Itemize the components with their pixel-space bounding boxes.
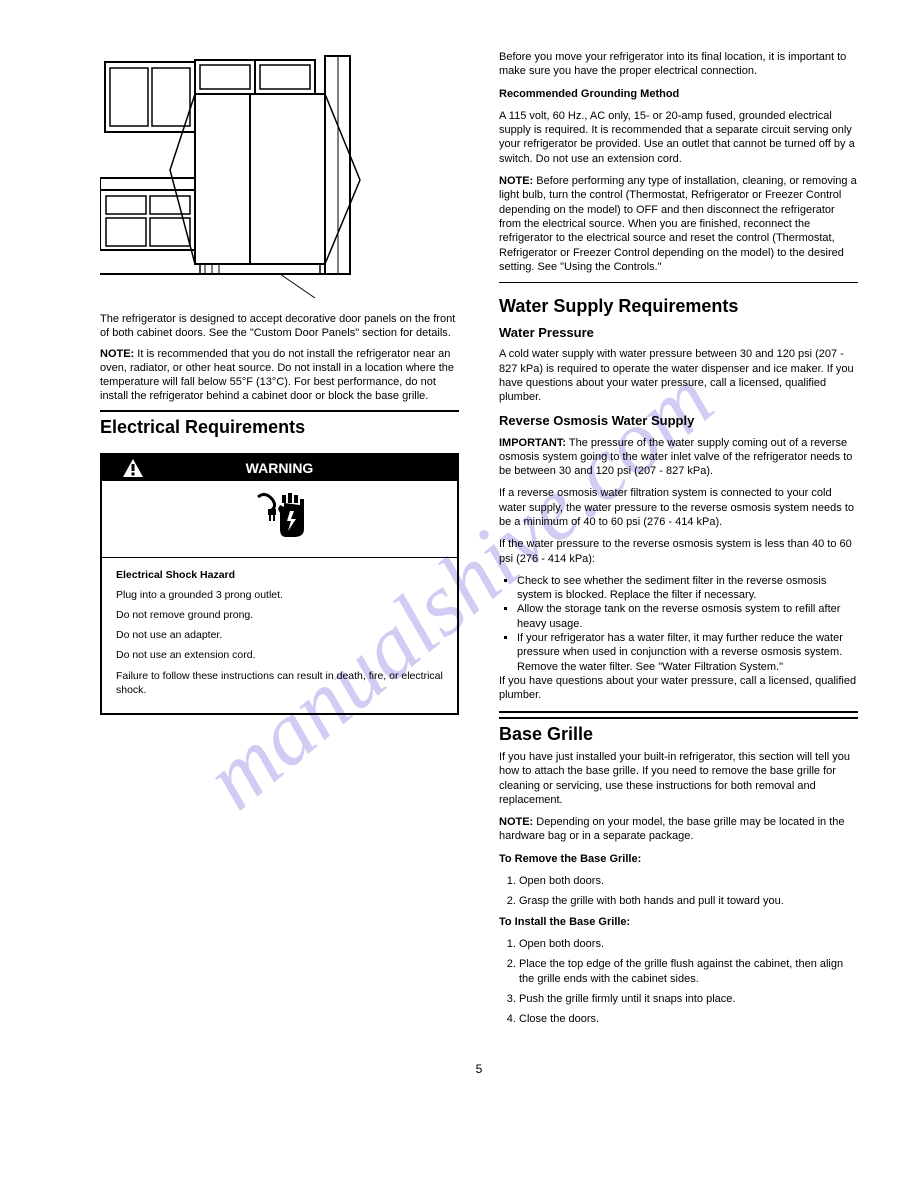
water-li3: If your refrigerator has a water filter,… xyxy=(517,631,858,674)
control-note: NOTE: Before performing any type of inst… xyxy=(499,174,858,274)
water-p1: A cold water supply with water pressure … xyxy=(499,347,858,404)
install-step-3: Push the grille firmly until it snaps in… xyxy=(519,992,858,1006)
control-note-text: Before performing any type of installati… xyxy=(499,175,857,273)
grounding-method-label: Recommended Grounding Method xyxy=(499,87,858,101)
warning-line-2: Do not remove ground prong. xyxy=(116,608,443,622)
warning-box: WARNING xyxy=(100,453,459,715)
install-step-4: Close the doors. xyxy=(519,1012,858,1026)
warning-header: WARNING xyxy=(102,455,457,481)
water-p4: If you have questions about your water p… xyxy=(499,674,858,703)
two-column-content: The refrigerator is designed to accept d… xyxy=(100,50,858,1032)
important-label: IMPORTANT: xyxy=(499,437,566,449)
warning-body: Electrical Shock Hazard Plug into a grou… xyxy=(102,558,457,713)
note-text: It is recommended that you do not instal… xyxy=(100,348,454,403)
water-p3: If the water pressure to the reverse osm… xyxy=(499,537,858,566)
install-step-2: Place the top edge of the grille flush a… xyxy=(519,957,858,986)
remove-steps: Open both doors. Grasp the grille with b… xyxy=(499,874,858,909)
shock-hazard-title: Electrical Shock Hazard xyxy=(116,568,443,582)
section-divider xyxy=(100,410,459,412)
base-p1: If you have just installed your built-in… xyxy=(499,750,858,807)
note-label: NOTE: xyxy=(100,348,134,360)
shock-icon-row xyxy=(102,481,457,557)
water-list: Check to see whether the sediment filter… xyxy=(499,574,858,674)
kitchen-figure xyxy=(100,50,459,300)
water-title: Water Supply Requirements xyxy=(499,295,858,318)
install-step-1: Open both doors. xyxy=(519,937,858,951)
note-label: NOTE: xyxy=(499,175,533,187)
reverse-osmosis-sub: Reverse Osmosis Water Supply xyxy=(499,413,858,430)
panel-dimensions-note: The refrigerator is designed to accept d… xyxy=(100,312,459,341)
water-li2: Allow the storage tank on the reverse os… xyxy=(517,602,858,631)
install-steps: Open both doors. Place the top edge of t… xyxy=(499,937,858,1026)
section-divider xyxy=(499,711,858,713)
grounding-method-text: A 115 volt, 60 Hz., AC only, 15- or 20-a… xyxy=(499,109,858,166)
base-grille-title: Base Grille xyxy=(499,723,858,746)
section-divider xyxy=(499,282,858,283)
water-li1: Check to see whether the sediment filter… xyxy=(517,574,858,603)
warning-line-3: Do not use an adapter. xyxy=(116,628,443,642)
location-note: NOTE: It is recommended that you do not … xyxy=(100,347,459,404)
warning-line-5: Failure to follow these instructions can… xyxy=(116,669,443,697)
water-p2: If a reverse osmosis water filtration sy… xyxy=(499,486,858,529)
warning-triangle-icon xyxy=(122,458,144,478)
page-number: 5 xyxy=(100,1032,858,1076)
warning-line-4: Do not use an extension cord. xyxy=(116,648,443,662)
remove-step-2: Grasp the grille with both hands and pul… xyxy=(519,894,858,908)
electrical-intro: Before you move your refrigerator into i… xyxy=(499,50,858,79)
electrical-title: Electrical Requirements xyxy=(100,416,459,439)
warning-line-1: Plug into a grounded 3 prong outlet. xyxy=(116,588,443,602)
install-grille-title: To Install the Base Grille: xyxy=(499,915,858,929)
remove-grille-title: To Remove the Base Grille: xyxy=(499,852,858,866)
remove-step-1: Open both doors. xyxy=(519,874,858,888)
page-container: The refrigerator is designed to accept d… xyxy=(0,0,918,1188)
warning-header-text: WARNING xyxy=(246,460,314,476)
base-note: NOTE: Depending on your model, the base … xyxy=(499,815,858,844)
water-pressure-sub: Water Pressure xyxy=(499,325,858,342)
right-column: Before you move your refrigerator into i… xyxy=(499,50,858,1032)
water-important: IMPORTANT: The pressure of the water sup… xyxy=(499,436,858,479)
note-label: NOTE: xyxy=(499,816,533,828)
section-divider-double xyxy=(499,717,858,719)
shock-hand-icon xyxy=(250,489,310,544)
base-note-text: Depending on your model, the base grille… xyxy=(499,816,844,842)
left-column: The refrigerator is designed to accept d… xyxy=(100,50,459,1032)
